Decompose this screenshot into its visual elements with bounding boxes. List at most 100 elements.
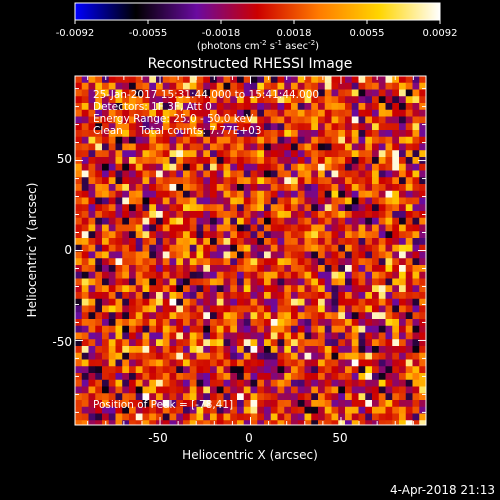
heatmap-cell [129, 379, 137, 387]
heatmap-cell [149, 217, 157, 225]
heatmap-cell [257, 413, 265, 421]
heatmap-cell [318, 265, 326, 273]
heatmap-cell [318, 332, 326, 340]
heatmap-cell [162, 420, 170, 425]
heatmap-cell [156, 82, 164, 90]
heatmap-cell [399, 157, 407, 165]
heatmap-cell [385, 312, 393, 320]
heatmap-cell [358, 177, 366, 185]
heatmap-cell [419, 393, 426, 401]
heatmap-cell [149, 292, 157, 300]
heatmap-cell [318, 224, 326, 232]
heatmap-cell [196, 285, 204, 293]
heatmap-cell [135, 312, 143, 320]
heatmap-cell [351, 285, 359, 293]
heatmap-cell [95, 319, 103, 327]
heatmap-cell [108, 366, 116, 374]
heatmap-cell [81, 76, 89, 84]
heatmap-cell [129, 278, 137, 286]
heatmap-cell [115, 312, 123, 320]
heatmap-cell [243, 123, 251, 131]
heatmap-cell [324, 217, 332, 225]
heatmap-cell [81, 103, 89, 111]
heatmap-cell [297, 190, 305, 198]
heatmap-cell [156, 305, 164, 313]
heatmap-cell [162, 177, 170, 185]
heatmap-cell [378, 76, 386, 84]
heatmap-cell [331, 325, 339, 333]
heatmap-cell [372, 130, 380, 138]
heatmap-cell [297, 136, 305, 144]
heatmap-cell [223, 292, 231, 300]
heatmap-cell [203, 352, 211, 360]
heatmap-cell [108, 292, 116, 300]
heatmap-cell [142, 258, 150, 266]
heatmap-cell [237, 123, 245, 131]
heatmap-cell [385, 271, 393, 279]
heatmap-cell [129, 130, 137, 138]
heatmap-cell [142, 211, 150, 219]
heatmap-cell [264, 157, 272, 165]
heatmap-cell [351, 130, 359, 138]
heatmap-cell [102, 231, 110, 239]
heatmap-cell [176, 258, 184, 266]
heatmap-cell [216, 265, 224, 273]
heatmap-cell [237, 379, 245, 387]
heatmap-cell [351, 278, 359, 286]
heatmap-cell [223, 197, 231, 205]
heatmap-cell [291, 352, 299, 360]
heatmap-cell [88, 319, 96, 327]
heatmap-cell [129, 89, 137, 97]
heatmap-cell [243, 224, 251, 232]
heatmap-cell [156, 325, 164, 333]
heatmap-cell [169, 238, 177, 246]
heatmap-cell [176, 123, 184, 131]
heatmap-cell [237, 82, 245, 90]
heatmap-cell [203, 177, 211, 185]
heatmap-cell [81, 298, 89, 306]
heatmap-cell [291, 251, 299, 259]
heatmap-cell [351, 96, 359, 104]
heatmap-cell [257, 366, 265, 374]
heatmap-cell [149, 211, 157, 219]
heatmap-cell [81, 312, 89, 320]
heatmap-cell [189, 238, 197, 246]
heatmap-cell [358, 366, 366, 374]
heatmap-cell [372, 204, 380, 212]
heatmap-cell [108, 325, 116, 333]
heatmap-cell [270, 130, 278, 138]
heatmap-cell [264, 251, 272, 259]
heatmap-cell [223, 413, 231, 421]
heatmap-cell [115, 413, 123, 421]
heatmap-cell [75, 109, 83, 117]
heatmap-cell [216, 251, 224, 259]
heatmap-cell [277, 89, 285, 97]
heatmap-cell [358, 130, 366, 138]
heatmap-cell [216, 217, 224, 225]
heatmap-cell [216, 386, 224, 394]
method-counts-annotation: Clean Total counts: 7.77E+03 [93, 125, 262, 137]
heatmap-cell [149, 123, 157, 131]
heatmap-cell [149, 231, 157, 239]
heatmap-cell [419, 238, 426, 246]
heatmap-cell [223, 312, 231, 320]
heatmap-cell [223, 271, 231, 279]
heatmap-cell [284, 238, 292, 246]
heatmap-cell [115, 251, 123, 259]
heatmap-cell [304, 103, 312, 111]
heatmap-cell [149, 89, 157, 97]
heatmap-cell [122, 197, 130, 205]
heatmap-cell [149, 305, 157, 313]
heatmap-cell [297, 157, 305, 165]
heatmap-cell [210, 400, 218, 408]
heatmap-cell [324, 190, 332, 198]
heatmap-cell [392, 265, 400, 273]
heatmap-cell [311, 393, 319, 401]
heatmap-cell [169, 103, 177, 111]
heatmap-cell [277, 109, 285, 117]
heatmap-cell [237, 312, 245, 320]
heatmap-cell [399, 379, 407, 387]
heatmap-cell [270, 177, 278, 185]
heatmap-cell [142, 413, 150, 421]
heatmap-cell [95, 373, 103, 381]
